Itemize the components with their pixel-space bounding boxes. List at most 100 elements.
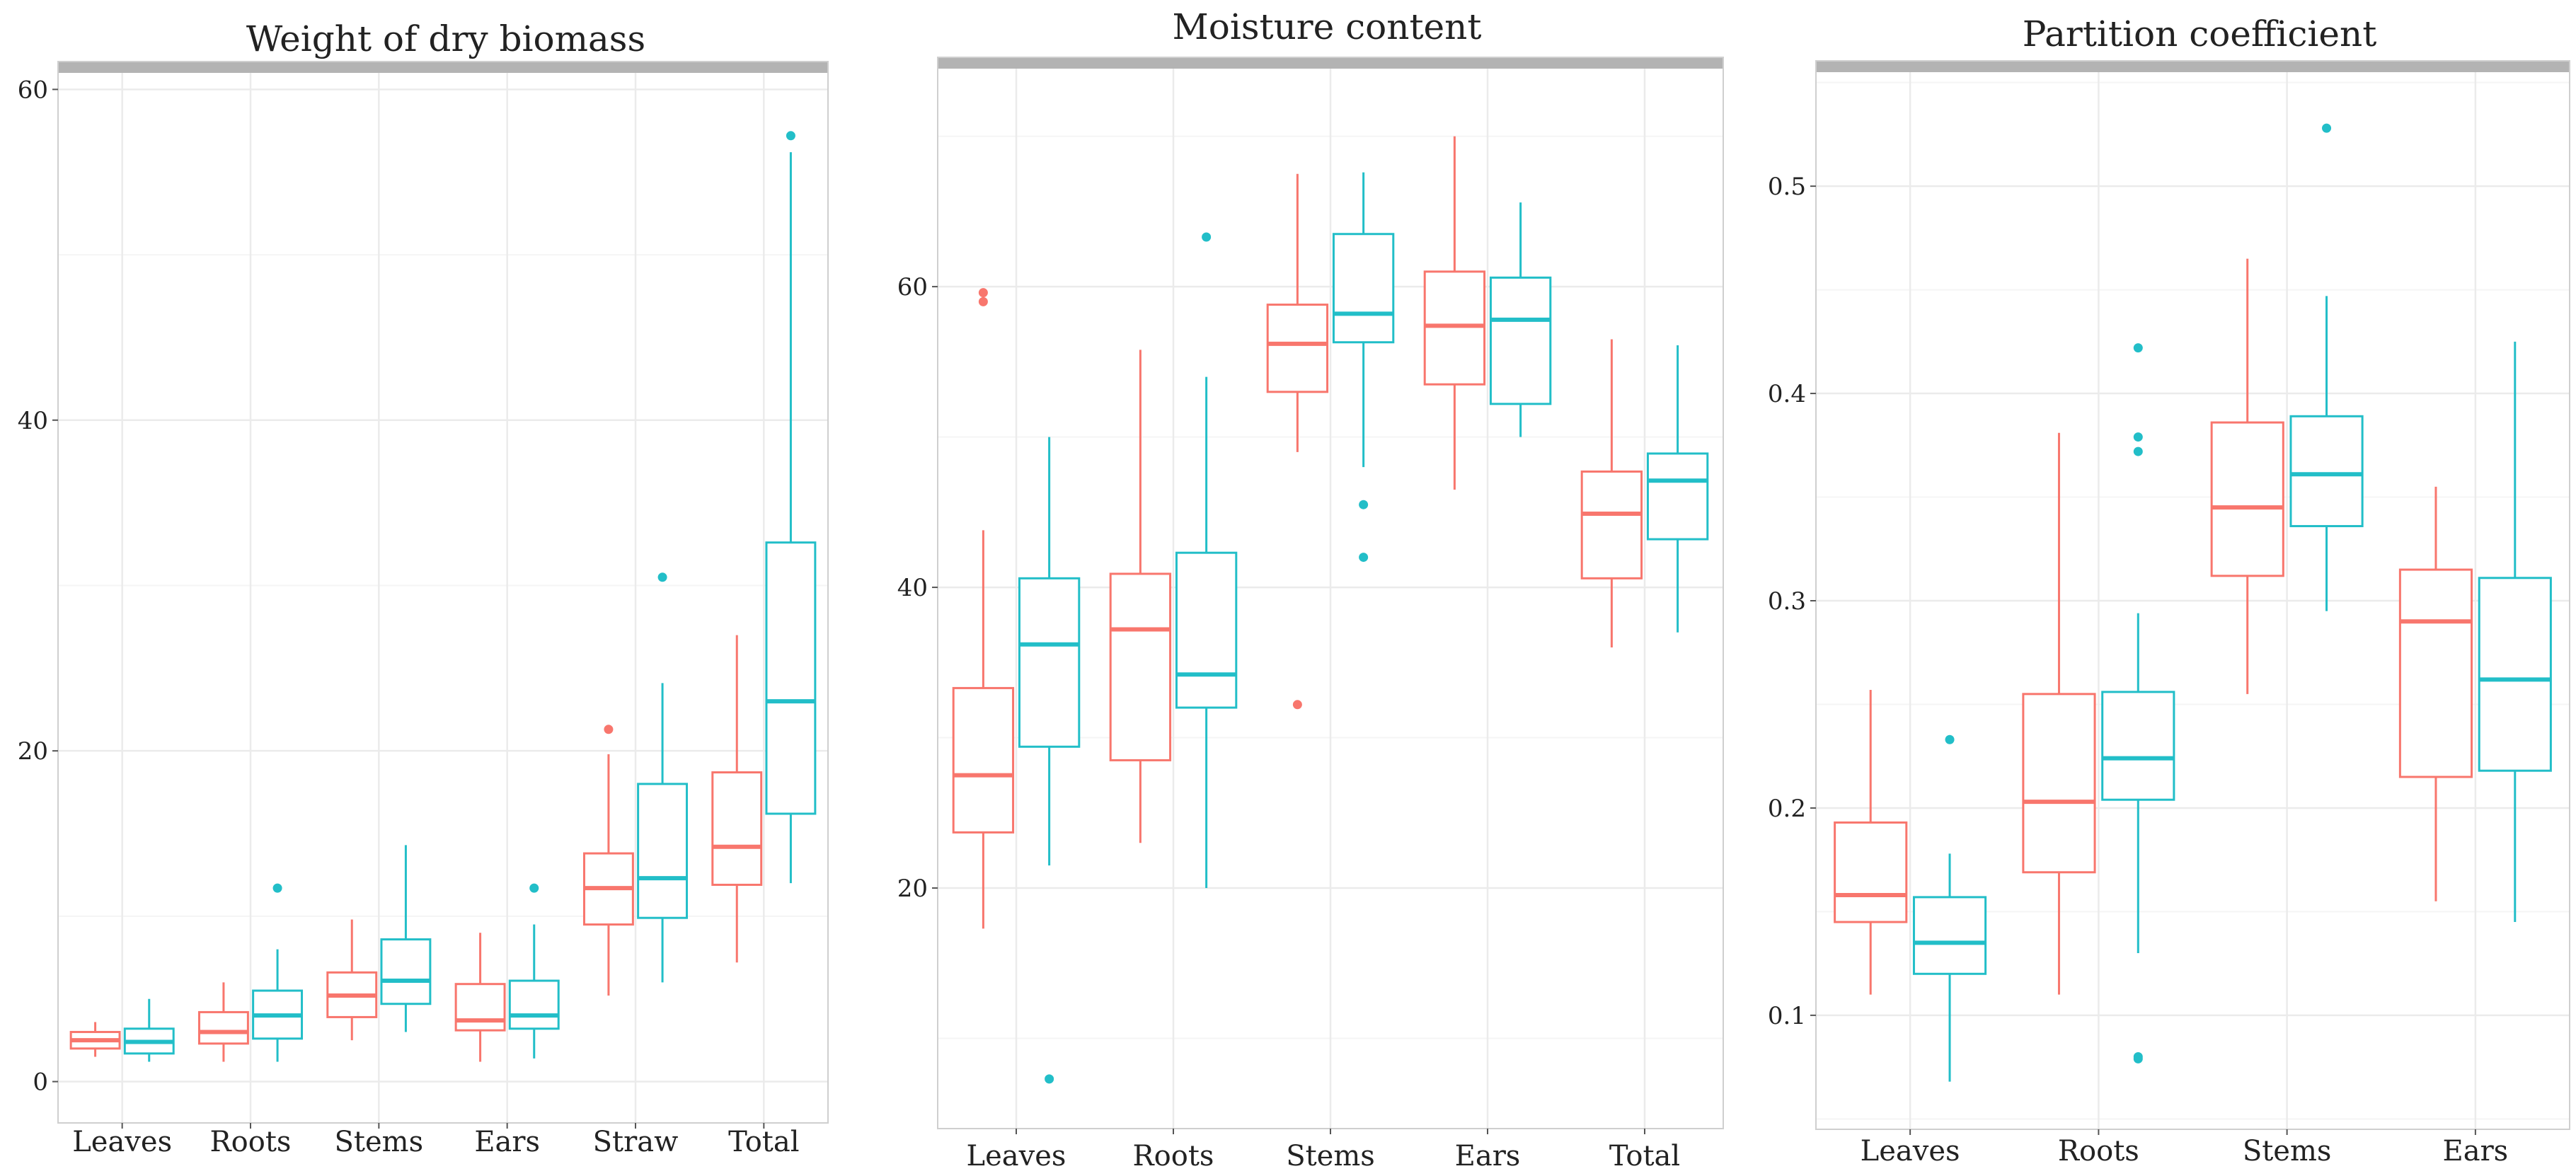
x-axis: Leaves Roots Stems Ears bbox=[1861, 1129, 2508, 1168]
box-roots-b bbox=[252, 883, 304, 1062]
y-axis: 0 20 40 60 bbox=[18, 76, 58, 1097]
box-iqr bbox=[1834, 821, 1908, 923]
y-tick-label: 60 bbox=[897, 273, 928, 301]
box-ears-b bbox=[1489, 202, 1552, 437]
outlier-point bbox=[2133, 432, 2143, 442]
panel-partition-coefficient: Partition coefficient 0.1 0.2 0.3 0.4 0.5 Le… bbox=[1768, 13, 2570, 1168]
box-iqr bbox=[1580, 470, 1643, 580]
y-tick-label: 0.1 bbox=[1768, 1002, 1806, 1030]
y-tick-label: 20 bbox=[897, 875, 928, 903]
box-roots-a bbox=[1109, 350, 1172, 843]
box-iqr bbox=[1018, 577, 1081, 748]
box-leaves-b bbox=[1018, 437, 1081, 1084]
box-stems-a bbox=[2210, 258, 2284, 694]
box-iqr bbox=[2210, 421, 2284, 577]
outlier-point bbox=[978, 288, 988, 298]
box-iqr bbox=[380, 938, 432, 1005]
y-tick-label: 40 bbox=[897, 574, 928, 602]
y-tick-label: 0 bbox=[33, 1068, 48, 1097]
outlier-point bbox=[2133, 1054, 2143, 1063]
box-iqr bbox=[1423, 270, 1486, 386]
box-iqr bbox=[2022, 693, 2096, 874]
plot-frame bbox=[1815, 60, 2570, 1130]
outlier-point bbox=[1202, 232, 1212, 242]
x-tick-label: Stems bbox=[2243, 1135, 2332, 1168]
boxes bbox=[952, 136, 1709, 1084]
box-roots-b bbox=[2101, 343, 2175, 1063]
outlier-point bbox=[2322, 123, 2332, 133]
x-tick-label: Ears bbox=[1455, 1140, 1521, 1172]
box-ears-b bbox=[508, 883, 560, 1059]
box-leaves-a bbox=[69, 1022, 121, 1057]
x-tick-label: Leaves bbox=[1861, 1135, 1960, 1168]
gridlines bbox=[938, 69, 1723, 1129]
box-ears-a bbox=[1423, 136, 1486, 490]
box-ears-a bbox=[454, 933, 506, 1062]
box-iqr bbox=[508, 979, 560, 1030]
box-iqr bbox=[454, 983, 506, 1032]
x-tick-label: Leaves bbox=[967, 1140, 1066, 1172]
y-tick-label: 20 bbox=[18, 737, 48, 766]
box-stems-b bbox=[2289, 123, 2364, 611]
box-ears-b bbox=[2478, 341, 2552, 923]
box-total-b bbox=[765, 131, 817, 884]
box-straw-b bbox=[637, 572, 689, 983]
box-iqr bbox=[1266, 304, 1329, 393]
outlier-point bbox=[1945, 734, 1955, 744]
box-iqr bbox=[2289, 415, 2364, 528]
y-axis: 0.1 0.2 0.3 0.4 0.5 bbox=[1768, 173, 1816, 1030]
y-tick-label: 0.3 bbox=[1768, 587, 1806, 616]
x-axis: Leaves Roots Stems Ears Straw Total bbox=[72, 1123, 800, 1158]
gridlines bbox=[1816, 72, 2570, 1129]
box-total-a bbox=[1580, 339, 1643, 648]
title-strip bbox=[58, 62, 828, 73]
x-tick-label: Leaves bbox=[72, 1126, 172, 1158]
y-axis: 20 40 60 bbox=[897, 273, 938, 903]
box-iqr bbox=[1109, 572, 1172, 761]
box-iqr bbox=[1489, 276, 1552, 405]
y-tick-label: 0.2 bbox=[1768, 795, 1806, 823]
x-tick-label: Ears bbox=[474, 1126, 540, 1158]
outlier-point bbox=[1292, 700, 1302, 710]
plot-frame bbox=[57, 61, 829, 1124]
box-roots-a bbox=[2022, 432, 2096, 995]
box-straw-a bbox=[582, 725, 634, 996]
boxes bbox=[69, 131, 817, 1062]
y-tick-label: 40 bbox=[18, 407, 48, 435]
y-tick-label: 0.5 bbox=[1768, 173, 1806, 201]
box-iqr bbox=[765, 541, 817, 815]
y-tick-label: 0.4 bbox=[1768, 380, 1806, 408]
box-leaves-b bbox=[123, 998, 175, 1062]
box-stems-a bbox=[1266, 173, 1329, 710]
box-roots-b bbox=[1175, 232, 1238, 889]
outlier-point bbox=[786, 131, 795, 141]
outlier-point bbox=[272, 883, 282, 893]
x-tick-label: Stems bbox=[1286, 1140, 1375, 1172]
panel-title: Moisture content bbox=[1173, 6, 1482, 47]
box-total-b bbox=[1646, 345, 1709, 633]
box-iqr bbox=[711, 771, 763, 886]
box-iqr bbox=[1175, 551, 1238, 709]
box-iqr bbox=[197, 1010, 249, 1045]
outlier-point bbox=[2133, 446, 2143, 456]
outlier-point bbox=[657, 572, 667, 582]
outlier-point bbox=[1359, 553, 1369, 563]
box-stems-b bbox=[380, 845, 432, 1032]
x-tick-label: Roots bbox=[1133, 1140, 1214, 1172]
panel-title: Partition coefficient bbox=[2023, 13, 2377, 54]
box-total-a bbox=[711, 635, 763, 963]
box-iqr bbox=[1646, 452, 1709, 541]
title-strip bbox=[1816, 61, 2570, 72]
box-ears-a bbox=[2398, 486, 2473, 901]
panel-title: Weight of dry biomass bbox=[246, 18, 645, 59]
box-roots-a bbox=[197, 982, 249, 1062]
box-iqr bbox=[2101, 691, 2175, 801]
box-stems-b bbox=[1332, 172, 1395, 563]
outlier-point bbox=[1359, 500, 1369, 509]
box-leaves-a bbox=[1834, 689, 1908, 995]
box-iqr bbox=[637, 783, 689, 919]
title-strip bbox=[938, 57, 1723, 69]
x-tick-label: Roots bbox=[210, 1126, 292, 1158]
outlier-point bbox=[604, 725, 614, 734]
